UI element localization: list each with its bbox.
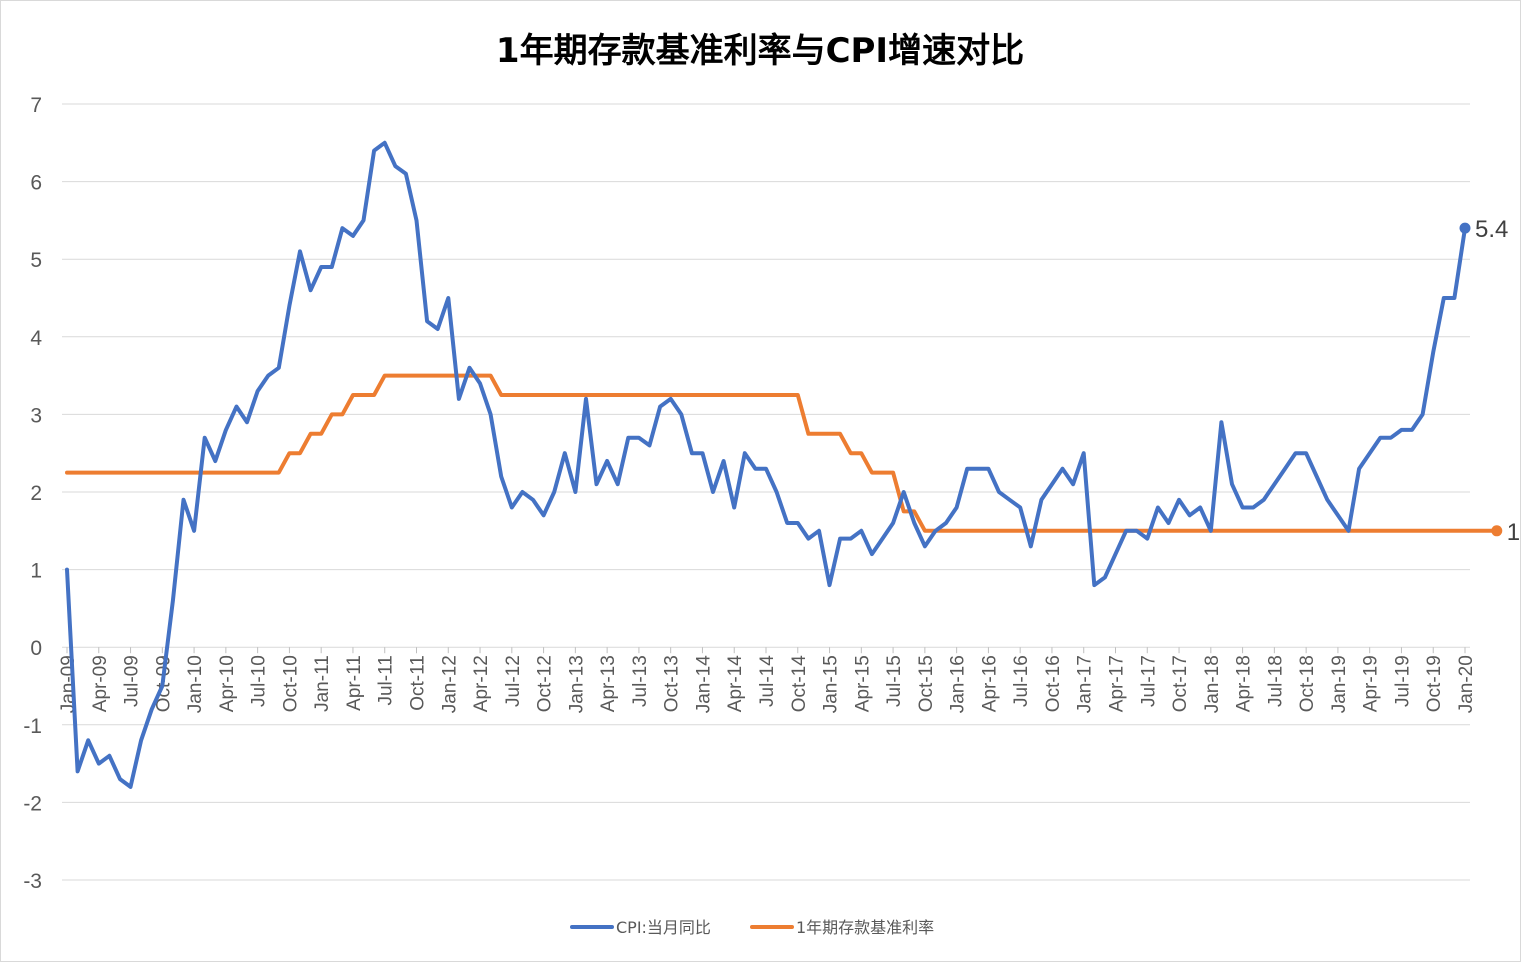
x-axis-ticks: Jan-09 Apr-09 Jul-09 Oct-09 Jan-10 Apr-10 Jul-… xyxy=(58,647,1477,713)
x-tick-label: Jan-13 xyxy=(566,655,587,713)
x-tick-label: Jan-20 xyxy=(1456,655,1477,713)
end-labels: 1.5 5.4 xyxy=(1475,216,1521,546)
x-tick-label: Jul-13 xyxy=(630,655,651,707)
x-tick-label: Jul-10 xyxy=(249,655,270,707)
y-tick-label: -2 xyxy=(23,792,42,815)
y-axis-ticks: 7 6 5 4 3 2 1 0 -1 -2 -3 xyxy=(23,94,42,893)
x-tick-label: Jul-12 xyxy=(503,655,524,707)
x-tick-label: Apr-13 xyxy=(598,655,619,712)
x-tick-label: Apr-14 xyxy=(725,655,746,712)
y-tick-label: 0 xyxy=(30,637,42,660)
series-end-label: 5.4 xyxy=(1475,216,1508,243)
x-tick-label: Oct-19 xyxy=(1424,655,1445,712)
x-tick-label: Jan-11 xyxy=(312,655,333,712)
y-tick-label: 4 xyxy=(30,327,42,350)
x-tick-label: Oct-17 xyxy=(1170,655,1191,712)
x-tick-label: Jan-17 xyxy=(1075,655,1096,713)
x-tick-label: Apr-12 xyxy=(471,655,492,712)
x-tick-label: Jan-18 xyxy=(1202,655,1223,713)
x-tick-label: Jul-17 xyxy=(1138,655,1159,707)
x-tick-label: Apr-10 xyxy=(217,655,238,712)
series-end-marker xyxy=(1459,222,1471,234)
x-tick-label: Jul-18 xyxy=(1265,655,1286,707)
y-tick-label: 2 xyxy=(30,482,42,505)
x-tick-label: Apr-16 xyxy=(979,655,1000,712)
x-tick-label: Apr-11 xyxy=(344,655,365,711)
x-tick-label: Oct-18 xyxy=(1297,655,1318,712)
series-line-1 xyxy=(65,373,1499,533)
x-tick-label: Oct-15 xyxy=(916,655,937,712)
x-tick-label: Jan-10 xyxy=(185,655,206,713)
series-end-marker xyxy=(1491,525,1503,537)
legend-label: 1年期存款基准利率 xyxy=(796,918,934,937)
x-tick-label: Apr-15 xyxy=(852,655,873,712)
x-tick-label: Apr-19 xyxy=(1361,655,1382,712)
x-tick-label: Oct-16 xyxy=(1043,655,1064,712)
y-tick-label: -1 xyxy=(23,715,42,738)
x-tick-label: Jan-15 xyxy=(821,655,842,713)
y-tick-label: 5 xyxy=(30,249,42,272)
x-tick-label: Apr-09 xyxy=(90,655,111,712)
x-tick-label: Jul-11 xyxy=(376,655,397,705)
x-tick-label: Jan-12 xyxy=(439,655,460,713)
y-tick-label: -3 xyxy=(23,870,42,893)
x-tick-label: Apr-18 xyxy=(1234,655,1255,712)
legend-label: CPI:当月同比 xyxy=(616,918,711,937)
x-tick-label: Oct-10 xyxy=(280,655,301,712)
x-tick-label: Jan-19 xyxy=(1329,655,1350,713)
x-tick-label: Jan-16 xyxy=(948,655,969,713)
gridlines xyxy=(62,103,1470,881)
series-line-0 xyxy=(65,140,1467,789)
x-tick-label: Apr-17 xyxy=(1107,655,1128,712)
x-tick-label: Oct-13 xyxy=(662,655,683,712)
x-tick-label: Oct-11 xyxy=(408,655,429,711)
x-tick-label: Jul-15 xyxy=(884,655,905,707)
series-lines xyxy=(65,140,1503,789)
y-tick-label: 1 xyxy=(30,560,42,583)
x-tick-label: Jul-19 xyxy=(1392,655,1413,707)
legend: CPI:当月同比 1年期存款基准利率 xyxy=(570,918,934,937)
series-end-label: 1.5 xyxy=(1507,519,1521,546)
y-tick-label: 6 xyxy=(30,172,42,195)
x-tick-label: Jul-14 xyxy=(757,655,778,707)
y-tick-label: 3 xyxy=(30,404,42,427)
x-tick-label: Jul-09 xyxy=(122,655,143,707)
x-tick-label: Oct-12 xyxy=(535,655,556,712)
x-tick-label: Oct-14 xyxy=(789,655,810,712)
x-tick-label: Jan-14 xyxy=(693,655,714,714)
chart-title: 1年期存款基准利率与CPI增速对比 xyxy=(496,31,1024,71)
y-tick-label: 7 xyxy=(30,94,42,117)
x-tick-label: Jul-16 xyxy=(1011,655,1032,707)
